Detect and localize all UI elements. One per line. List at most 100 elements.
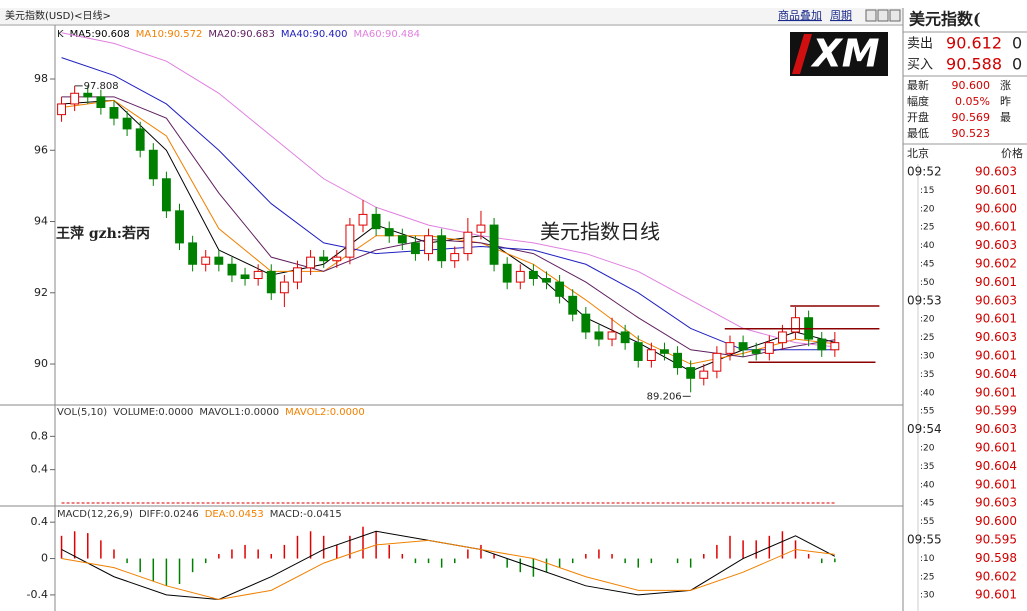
- tick-time: :15: [920, 186, 934, 196]
- candle-body: [738, 342, 748, 351]
- ma-line: [61, 32, 835, 348]
- quote-extra: 0: [1012, 34, 1022, 53]
- candle-body: [214, 256, 224, 265]
- tick-price: 90.595: [975, 533, 1017, 547]
- tick-price: 90.602: [975, 257, 1017, 271]
- candle-body: [397, 235, 407, 244]
- top-bar: [0, 8, 903, 24]
- candle-body: [830, 342, 840, 351]
- overlay-link[interactable]: 商品叠加: [778, 8, 822, 22]
- candle-body: [568, 295, 578, 315]
- quote-label: 开盘: [907, 110, 929, 124]
- candle-body: [424, 235, 433, 255]
- tick-time: :35: [920, 370, 934, 380]
- chart-caption: 美元指数日线: [540, 220, 660, 244]
- candle-body: [673, 352, 682, 369]
- legend-item: VOLUME:0.0000: [113, 407, 193, 418]
- candle-body: [476, 224, 486, 233]
- candle-body: [345, 224, 355, 258]
- tick-price: 90.603: [975, 238, 1017, 252]
- quote-label: 卖出: [907, 37, 933, 52]
- candle-body: [489, 224, 499, 265]
- candle-body: [306, 256, 316, 269]
- tick-time: 09:54: [907, 422, 942, 436]
- quote-extra: 最: [1000, 111, 1011, 124]
- candle-body: [240, 274, 250, 280]
- tick-time: :25: [920, 572, 934, 582]
- candle-body: [633, 342, 643, 361]
- candle-body: [646, 349, 656, 361]
- tick-price: 90.603: [975, 165, 1017, 179]
- annotation: 97.808: [84, 81, 119, 92]
- tick-time: :25: [920, 333, 934, 343]
- tick-time: :55: [920, 407, 934, 417]
- candle-body: [201, 256, 211, 265]
- tick-price: 90.601: [975, 441, 1017, 455]
- candle-body: [515, 270, 525, 283]
- tick-time: :20: [920, 315, 935, 325]
- candle-body: [148, 149, 158, 180]
- tick-price: 90.598: [975, 551, 1017, 565]
- candle-body: [358, 213, 368, 226]
- tick-price: 90.601: [975, 183, 1017, 197]
- tick-price: 90.601: [975, 312, 1017, 326]
- quote-value: 90.569: [952, 111, 991, 124]
- candle-body: [686, 367, 696, 379]
- tick-price: 90.603: [975, 293, 1017, 307]
- y-tick-label: 96: [34, 143, 48, 156]
- candle-body: [411, 242, 420, 255]
- tick-time: :30: [920, 591, 935, 601]
- y-tick-label: 98: [34, 72, 48, 85]
- quote-value: 90.600: [952, 79, 991, 92]
- tick-time: :20: [920, 204, 935, 214]
- tick-time: :50: [920, 278, 935, 288]
- tick-time: :55: [920, 517, 934, 527]
- tick-price: 90.603: [975, 330, 1017, 344]
- tick-price: 90.601: [975, 385, 1017, 399]
- candle-body: [253, 270, 263, 280]
- annotation: 89.206: [647, 391, 682, 402]
- nav-button[interactable]: [889, 9, 901, 22]
- candle-body: [332, 256, 342, 262]
- y-tick-label: 0: [41, 552, 48, 565]
- quote-label: 幅度: [907, 94, 929, 108]
- quote-extra: 0: [1012, 55, 1022, 74]
- candle-body: [542, 278, 551, 283]
- legend-item: MA40:90.400: [281, 29, 348, 40]
- tick-price: 90.601: [975, 349, 1017, 363]
- candle-body: [607, 331, 617, 340]
- candle-body: [279, 281, 289, 294]
- quote-extra: 涨: [1000, 79, 1011, 92]
- nav-button[interactable]: [877, 9, 889, 22]
- legend-item: MACD(12,26,9): [57, 509, 133, 520]
- tick-price: 90.603: [975, 422, 1017, 436]
- candle-body: [227, 263, 237, 276]
- tick-time: :35: [920, 462, 934, 472]
- period-link[interactable]: 周期: [830, 9, 852, 22]
- candle-body: [581, 313, 591, 333]
- tick-time: 09:52: [907, 165, 942, 179]
- candle-body: [122, 117, 132, 130]
- candle-body: [777, 331, 787, 344]
- quote-extra: 昨: [1000, 95, 1011, 108]
- candle-body: [293, 267, 302, 283]
- tick-time: :20: [920, 444, 935, 454]
- candle-body: [109, 107, 119, 119]
- xm-logo: XM: [790, 32, 888, 76]
- legend-item: MA5:90.608: [70, 29, 130, 40]
- candle-body: [57, 103, 66, 116]
- tick-time: :40: [920, 241, 935, 251]
- logo-slash: [792, 34, 812, 74]
- candle-body: [555, 281, 565, 297]
- legend-item: MA20:90.683: [208, 29, 275, 40]
- candle-body: [594, 331, 604, 340]
- candle-body: [319, 256, 329, 262]
- nav-button[interactable]: [865, 9, 877, 22]
- candle-body: [751, 349, 761, 354]
- tick-time: :30: [920, 352, 935, 362]
- legend-item: MA60:90.484: [353, 29, 420, 40]
- y-tick-label: 92: [34, 286, 48, 299]
- y-tick-label: 90: [34, 357, 48, 370]
- candle-body: [764, 342, 774, 354]
- candle-body: [266, 270, 276, 294]
